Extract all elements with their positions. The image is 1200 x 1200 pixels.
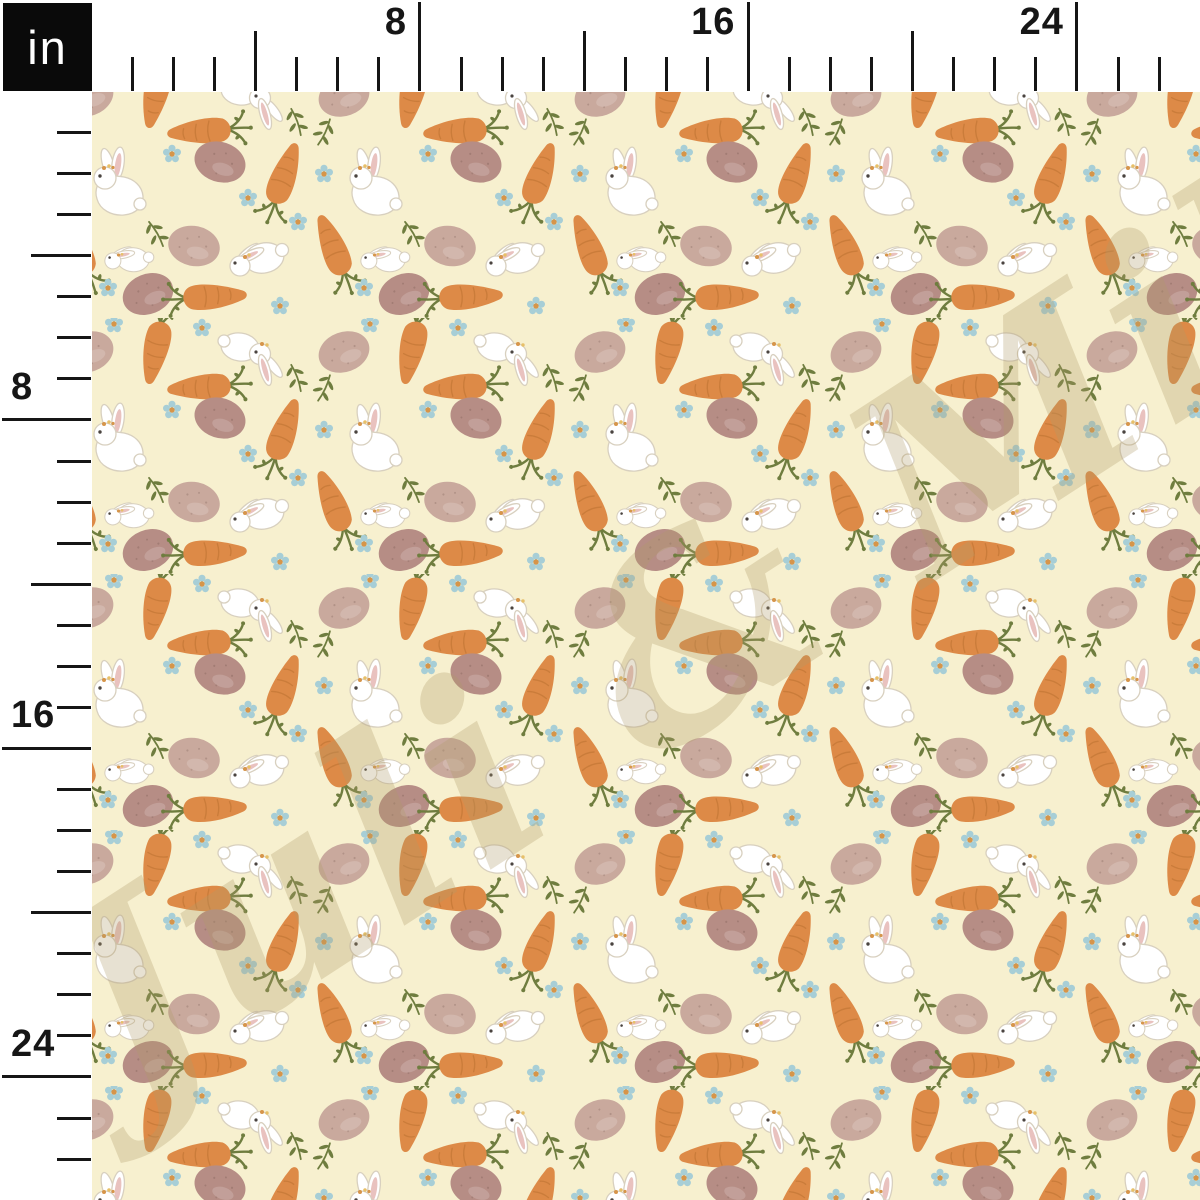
ruler-tick-v-19in bbox=[57, 870, 91, 874]
ruler-tick-v-26in bbox=[57, 1157, 91, 1161]
ruler-h-label-24: 24 bbox=[1019, 1, 1064, 43]
ruler-tick-v-12in bbox=[31, 582, 91, 586]
ruler-vertical: 8 16 24 bbox=[0, 92, 92, 1200]
ruler-tick-v-16in bbox=[2, 746, 91, 750]
ruler-v-label-16: 16 bbox=[11, 694, 56, 737]
ruler-tick-v-25in bbox=[57, 1116, 91, 1120]
ruler-tick-v-15in bbox=[57, 705, 91, 709]
ruler-tick-h-26in bbox=[1157, 57, 1161, 91]
ruler-tick-h-9in bbox=[459, 57, 463, 91]
ruler-tick-h-12in bbox=[582, 31, 586, 91]
ruler-tick-h-23in bbox=[1034, 57, 1038, 91]
ruler-tick-h-2in bbox=[172, 57, 176, 91]
ruler-tick-h-21in bbox=[952, 57, 956, 91]
unit-label: in bbox=[27, 20, 68, 74]
ruler-tick-h-6in bbox=[336, 57, 340, 91]
ruler-tick-v-23in bbox=[57, 1034, 91, 1038]
ruler-tick-v-24in bbox=[2, 1075, 91, 1079]
ruler-tick-v-11in bbox=[57, 541, 91, 545]
ruler-tick-v-9in bbox=[57, 459, 91, 463]
ruler-tick-v-18in bbox=[57, 829, 91, 833]
ruler-tick-v-22in bbox=[57, 993, 91, 997]
ruler-tick-h-17in bbox=[788, 57, 792, 91]
ruler-tick-h-14in bbox=[664, 57, 668, 91]
ruler-tick-v-1in bbox=[57, 131, 91, 135]
ruler-tick-v-5in bbox=[57, 295, 91, 299]
ruler-tick-v-6in bbox=[57, 336, 91, 340]
ruler-tick-v-14in bbox=[57, 664, 91, 668]
ruler-tick-h-5in bbox=[295, 57, 299, 91]
ruler-tick-h-7in bbox=[377, 57, 381, 91]
ruler-tick-h-3in bbox=[213, 57, 217, 91]
ruler-tick-h-15in bbox=[705, 57, 709, 91]
ruler-tick-v-17in bbox=[57, 788, 91, 792]
ruler-tick-h-13in bbox=[623, 57, 627, 91]
ruler-tick-h-4in bbox=[254, 31, 258, 91]
ruler-tick-v-7in bbox=[57, 377, 91, 381]
ruler-horizontal: 8 16 24 bbox=[92, 0, 1200, 92]
ruler-tick-v-21in bbox=[57, 952, 91, 956]
ruler-h-label-8: 8 bbox=[384, 1, 407, 43]
ruler-tick-h-24in bbox=[1075, 2, 1079, 91]
ruler-v-label-24: 24 bbox=[11, 1022, 56, 1065]
ruler-tick-v-3in bbox=[57, 213, 91, 217]
fabric-swatch: Juli & Mila bbox=[92, 92, 1200, 1200]
ruler-tick-h-20in bbox=[911, 31, 915, 91]
ruler-tick-h-8in bbox=[418, 2, 422, 91]
ruler-tick-h-11in bbox=[541, 57, 545, 91]
unit-badge: in bbox=[3, 3, 92, 91]
ruler-tick-h-18in bbox=[829, 57, 833, 91]
ruler-tick-v-20in bbox=[31, 911, 91, 915]
ruler-tick-h-22in bbox=[993, 57, 997, 91]
ruler-tick-h-16in bbox=[746, 2, 750, 91]
ruler-tick-v-10in bbox=[57, 500, 91, 504]
ruler-tick-v-2in bbox=[57, 172, 91, 176]
ruler-tick-h-1in bbox=[131, 57, 135, 91]
ruler-tick-v-8in bbox=[2, 418, 91, 422]
ruler-v-label-8: 8 bbox=[11, 365, 34, 408]
ruler-tick-v-13in bbox=[57, 623, 91, 627]
bunny-carrot-pattern bbox=[92, 92, 1200, 1200]
ruler-tick-v-4in bbox=[31, 254, 91, 258]
ruler-h-label-16: 16 bbox=[691, 1, 736, 43]
ruler-tick-h-19in bbox=[870, 57, 874, 91]
ruler-tick-h-10in bbox=[500, 57, 504, 91]
ruler-tick-h-25in bbox=[1116, 57, 1120, 91]
